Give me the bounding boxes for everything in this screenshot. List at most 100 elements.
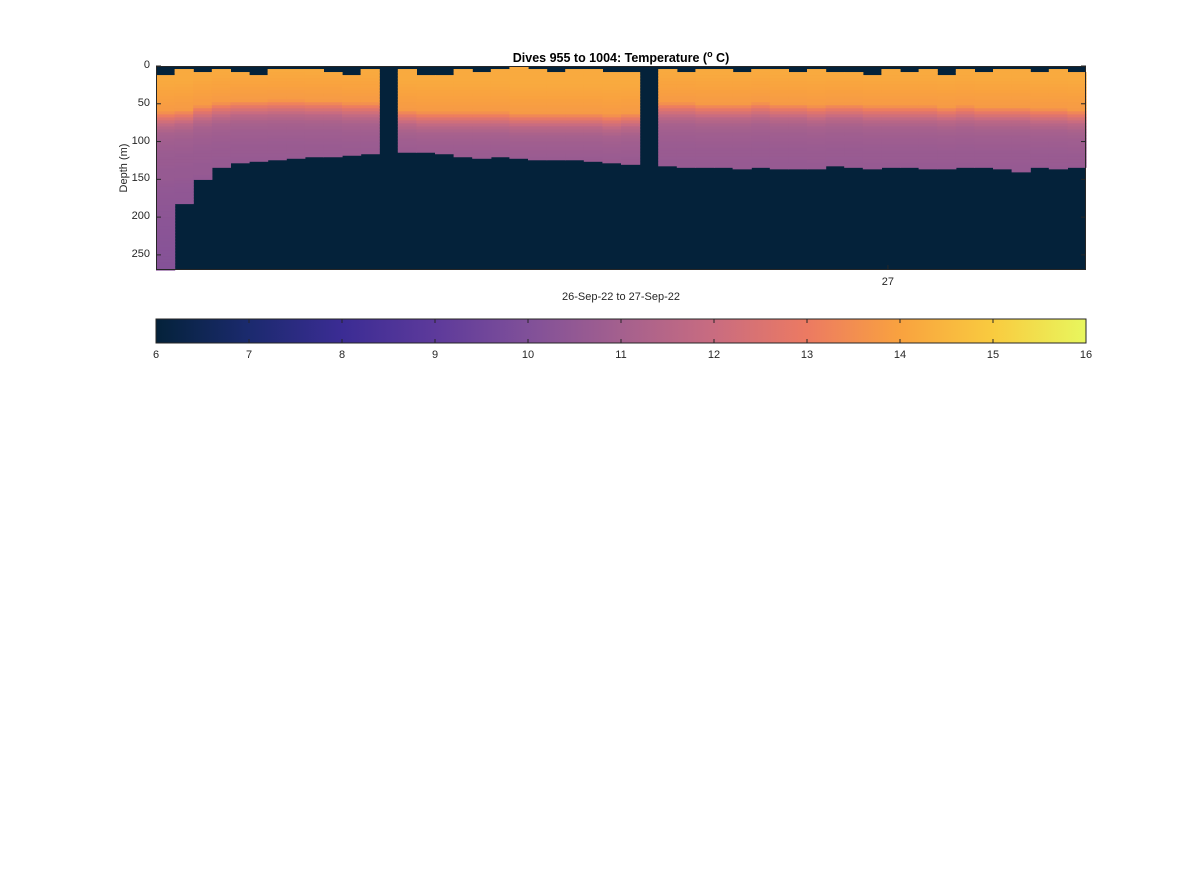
temperature-cell [156, 259, 176, 264]
temperature-cell [323, 138, 343, 143]
temperature-cell [658, 135, 678, 140]
temperature-cell [397, 84, 417, 88]
temperature-cell [397, 141, 417, 146]
temperature-cell [825, 123, 845, 128]
temperature-cell [955, 123, 975, 128]
temperature-cell [900, 156, 920, 161]
temperature-cell [304, 111, 324, 115]
temperature-cell [1011, 78, 1031, 82]
temperature-cell [472, 123, 492, 128]
temperature-cell [304, 126, 324, 131]
temperature-cell [732, 129, 752, 134]
temperature-cell [751, 132, 771, 137]
temperature-cell [193, 108, 213, 112]
temperature-cell [788, 141, 808, 146]
temperature-cell [156, 114, 176, 118]
temperature-cell [472, 81, 492, 85]
temperature-cell [676, 117, 696, 121]
temperature-cell [1030, 162, 1050, 167]
temperature-cell [1030, 150, 1050, 155]
temperature-cell [174, 123, 194, 128]
temperature-cell [286, 93, 306, 97]
temperature-cell [881, 138, 901, 143]
temperature-cell [1048, 153, 1068, 158]
temperature-cell [1048, 165, 1068, 170]
temperature-cell [249, 141, 269, 146]
temperature-cell [490, 99, 510, 103]
temperature-cell [918, 132, 938, 137]
temperature-cell [1067, 165, 1087, 168]
temperature-cell [286, 75, 306, 79]
temperature-cell [937, 111, 957, 115]
temperature-cell [546, 84, 566, 88]
temperature-cell [156, 268, 176, 271]
temperature-cell [993, 108, 1013, 112]
temperature-cell [211, 138, 231, 143]
temperature-cell [974, 93, 994, 97]
temperature-cell [267, 156, 287, 161]
temperature-cell [304, 138, 324, 143]
temperature-cell [583, 147, 603, 152]
temperature-cell [788, 153, 808, 158]
temperature-cell [528, 75, 548, 79]
temperature-cell [174, 96, 194, 100]
temperature-cell [918, 153, 938, 158]
temperature-cell [583, 153, 603, 158]
temperature-cell [676, 90, 696, 94]
temperature-cell [993, 96, 1013, 100]
temperature-cell [1030, 132, 1050, 137]
temperature-cell [230, 99, 250, 103]
temperature-cell [156, 235, 176, 239]
dive-column [676, 72, 696, 168]
temperature-cell [900, 165, 920, 168]
temperature-cell [211, 147, 231, 152]
temperature-cell [937, 120, 957, 125]
temperature-cell [993, 141, 1013, 146]
temperature-cell [1011, 105, 1031, 109]
dive-column [807, 69, 827, 170]
temperature-cell [193, 153, 213, 158]
temperature-cell [695, 126, 715, 131]
temperature-cell [807, 117, 827, 121]
temperature-cell [714, 159, 734, 164]
temperature-cell [416, 138, 436, 143]
temperature-cell [156, 223, 176, 227]
temperature-cell [267, 69, 287, 73]
temperature-cell [304, 120, 324, 125]
temperature-cell [174, 198, 194, 203]
temperature-cell [1011, 129, 1031, 134]
temperature-cell [267, 81, 287, 85]
temperature-cell [211, 72, 231, 76]
temperature-cell [342, 117, 362, 121]
temperature-cell [397, 126, 417, 131]
temperature-cell [807, 147, 827, 152]
temperature-cell [397, 147, 417, 152]
temperature-cell [528, 135, 548, 140]
temperature-cell [695, 123, 715, 128]
dive-column [621, 72, 641, 165]
temperature-cell [676, 81, 696, 85]
temperature-cell [193, 81, 213, 85]
temperature-cell [490, 117, 510, 121]
temperature-cell [565, 150, 585, 155]
temperature-cell [974, 72, 994, 76]
temperature-cell [565, 129, 585, 134]
temperature-cell [156, 150, 176, 155]
temperature-cell [732, 150, 752, 155]
temperature-cell [993, 147, 1013, 152]
temperature-cell [397, 120, 417, 125]
temperature-cell [732, 141, 752, 146]
temperature-cell [416, 90, 436, 94]
temperature-cell [156, 186, 176, 191]
temperature-cell [323, 141, 343, 146]
temperature-cell [676, 120, 696, 125]
dive-column [211, 69, 231, 168]
temperature-cell [900, 153, 920, 158]
temperature-cell [472, 96, 492, 100]
temperature-cell [918, 111, 938, 115]
temperature-cell [714, 72, 734, 76]
temperature-cell [509, 111, 529, 115]
temperature-cell [955, 138, 975, 143]
temperature-cell [807, 141, 827, 146]
temperature-cell [751, 114, 771, 118]
